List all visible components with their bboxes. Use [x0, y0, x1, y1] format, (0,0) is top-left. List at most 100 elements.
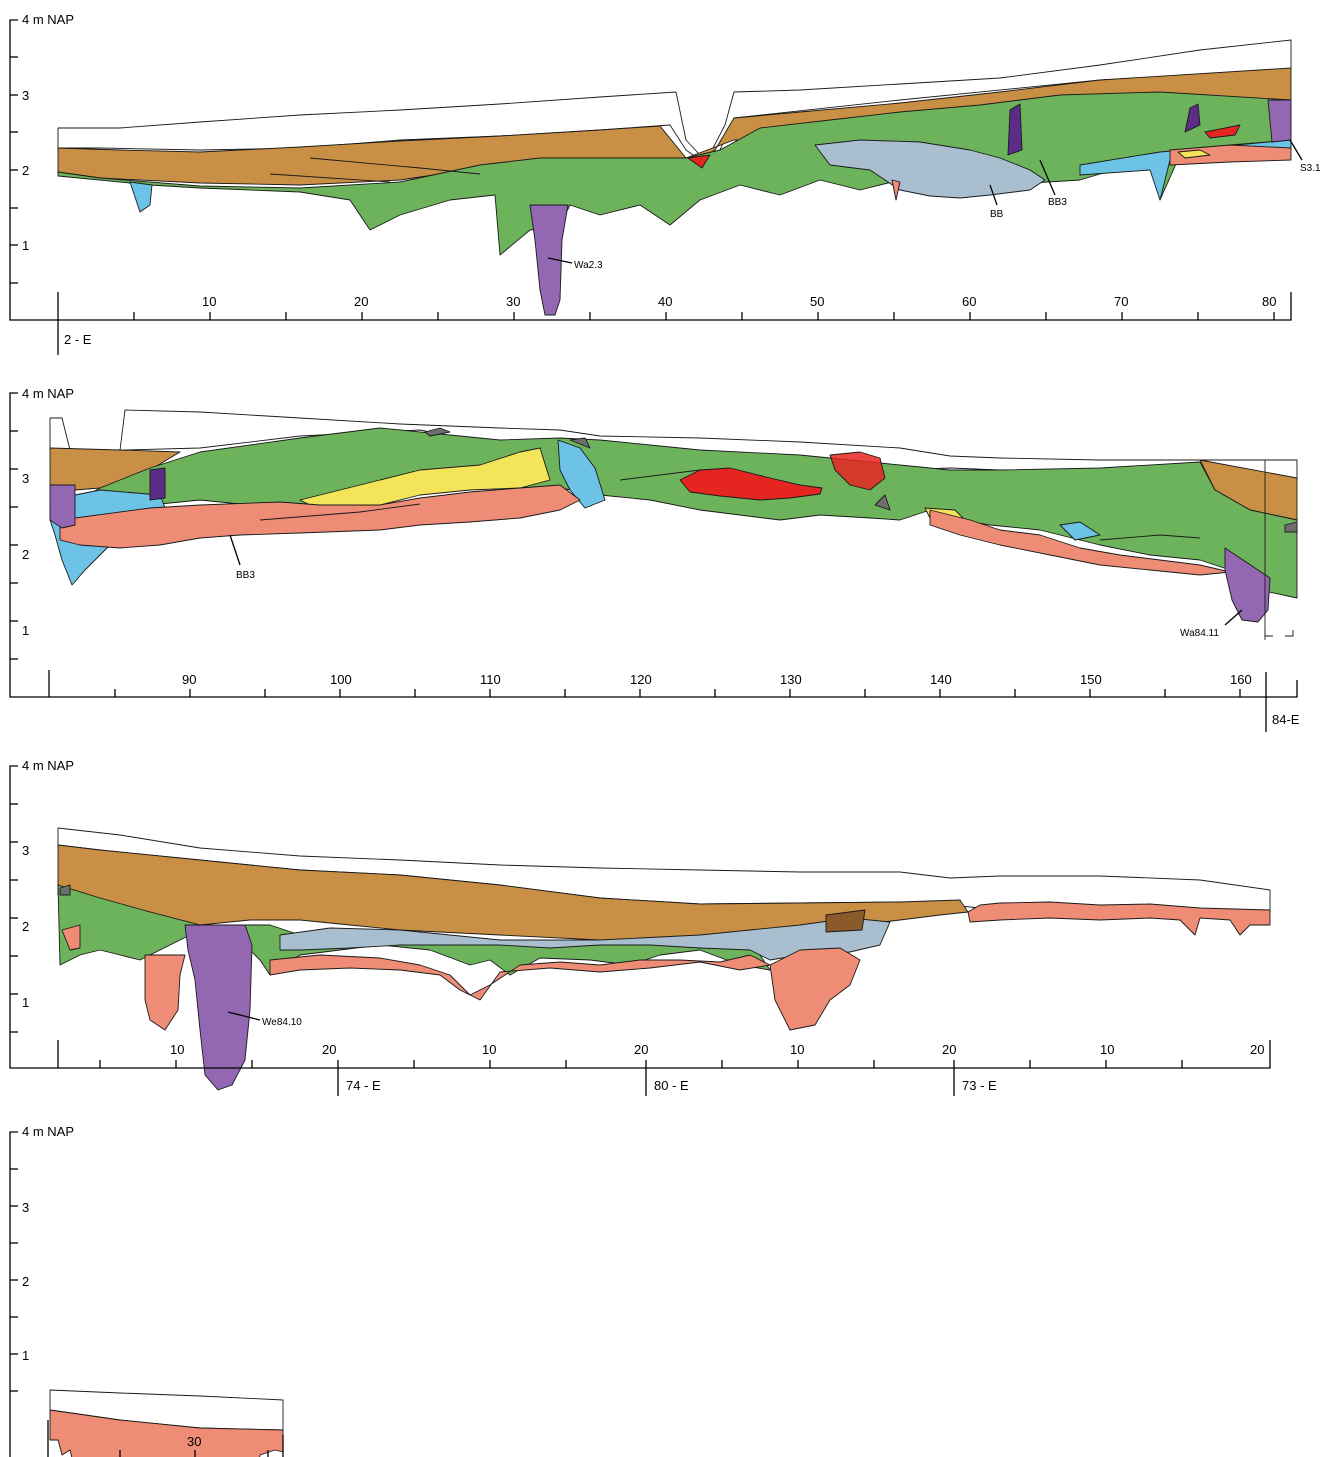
salmon-surface-right: [967, 901, 1271, 936]
panel-3-y-label: 3: [22, 843, 29, 858]
red-hatched-layer-2: [829, 451, 886, 491]
internal-line-1: [269, 173, 391, 183]
panel-2-y-label: 1: [22, 623, 29, 638]
annotation-label: BB: [990, 209, 1004, 220]
panel-2-x-label: 140: [930, 672, 952, 687]
annotation-label: Wa2.3: [574, 260, 603, 271]
panel-2-section-label: 84-E: [1272, 712, 1300, 727]
panel-4-y-label: 1: [22, 1348, 29, 1363]
annotation-label: Wa84.11: [1180, 628, 1219, 639]
leader-line: [227, 1011, 261, 1021]
panel-2-x-label: 90: [182, 672, 196, 687]
panel-2-y-axis: [9, 392, 1298, 698]
profile-bracket: [1264, 630, 1294, 637]
panel-4-x-ticks: [47, 1420, 284, 1457]
blue-lens-right: [1059, 521, 1101, 541]
panel-1-x-label: 40: [658, 294, 672, 309]
purple-feature-we8410: [184, 924, 253, 1091]
dark-purple-lens-1: [1007, 103, 1023, 156]
panel-3-x-label: 10: [790, 1042, 804, 1057]
panel-3-x-label: 20: [322, 1042, 336, 1057]
leader-line: [989, 184, 998, 206]
purple-feature-wa23: [529, 204, 569, 316]
panel-3-x-label: 20: [634, 1042, 648, 1057]
panel-1-x-label: 30: [506, 294, 520, 309]
panel-3-x-label: 10: [170, 1042, 184, 1057]
panel-4-y-ticks: [10, 1168, 18, 1392]
panel-1-y-ticks: [10, 56, 18, 284]
topsoil-white: [49, 409, 1298, 481]
panel-2-unit-label: 4 m NAP: [22, 386, 74, 401]
panel-1-y-label: 1: [22, 238, 29, 253]
panel-1-y-axis: [9, 19, 1292, 321]
panel-3-x-label: 20: [1250, 1042, 1264, 1057]
red-hatched-layer: [679, 467, 823, 501]
dark-purple-lens: [149, 467, 166, 501]
panel-3-x-label: 20: [942, 1042, 956, 1057]
dark-purple-lens-2: [1184, 103, 1201, 133]
panel-2-x-label: 160: [1230, 672, 1252, 687]
annotation-label: BB3: [236, 570, 255, 581]
panel-3-section-label: 74 - E: [346, 1078, 381, 1093]
internal-line-3: [1099, 534, 1201, 541]
panel-3-section-label: 73 - E: [962, 1078, 997, 1093]
panel-1-x-label: 70: [1114, 294, 1128, 309]
panel-3-y-axis: [9, 765, 1271, 1069]
panel-1-x-label: 10: [202, 294, 216, 309]
leader-line: [547, 257, 573, 264]
dark-grey-lens-1: [424, 427, 451, 437]
panel-1: 4 m NAP 3 2 1 10 20 30 40 50 60 70 80 2 …: [9, 12, 1321, 355]
panel-3-unit-label: 4 m NAP: [22, 758, 74, 773]
purple-feature-wa8411: [1224, 547, 1271, 623]
panel-1-x-label: 50: [810, 294, 824, 309]
yellow-lens: [1177, 149, 1211, 159]
panel-2-x-label: 150: [1080, 672, 1102, 687]
panel-1-x-label: 80: [1262, 294, 1276, 309]
annotation-label: BB3: [1048, 197, 1067, 208]
salmon-pocket-2: [269, 947, 861, 1031]
grey-blue-layer: [814, 139, 1046, 199]
panel-3-x-label: 10: [1100, 1042, 1114, 1057]
blue-lens-center: [557, 439, 606, 509]
panel-3-section-label: 80 - E: [654, 1078, 689, 1093]
panel-1-unit-label: 4 m NAP: [22, 12, 74, 27]
blue-pocket-left: [129, 181, 153, 213]
dark-grey-lens-2: [569, 437, 591, 449]
dark-grey-lens-4: [1284, 521, 1298, 533]
panel-4-y-axis: [9, 1131, 18, 1457]
panel-2-y-label: 3: [22, 471, 29, 486]
panel-4-y-label: 2: [22, 1274, 29, 1289]
panel-4-unit-label: 4 m NAP: [22, 1124, 74, 1139]
panel-2-y-ticks: [10, 430, 18, 660]
panel-4-x-label: 30: [187, 1434, 201, 1449]
panel-4: 4 m NAP 3 2 1 30: [9, 1124, 284, 1457]
panel-1-section-label: 2 - E: [64, 332, 92, 347]
purple-feature-right: [1267, 99, 1292, 143]
annotation-label: S3.1: [1300, 163, 1321, 174]
purple-feature-left: [49, 484, 76, 529]
dark-grey-lens-3: [874, 494, 891, 511]
panel-2: 4 m NAP 3 2 1 90 100 110 120 130 140 150…: [9, 386, 1300, 732]
panel-2-x-label: 100: [330, 672, 352, 687]
panel-2-x-ticks: [48, 670, 1267, 732]
panel-2-y-label: 2: [22, 547, 29, 562]
leader-line: [229, 534, 241, 566]
panel-3-x-label: 10: [482, 1042, 496, 1057]
salmon-layer: [61, 924, 81, 951]
salmon-layer: [59, 484, 581, 549]
panel-3-y-label: 1: [22, 995, 29, 1010]
leader-line: [1224, 609, 1243, 626]
panel-4-y-label: 3: [22, 1200, 29, 1215]
salmon-pocket-1: [144, 954, 186, 1031]
dark-brown-lens: [825, 909, 866, 933]
panel-2-x-label: 110: [480, 672, 501, 687]
panel-3-y-label: 2: [22, 919, 29, 934]
salmon-pocket: [891, 179, 901, 201]
salmon-layer: [49, 1409, 284, 1457]
panel-2-x-label: 130: [780, 672, 802, 687]
red-lens-2: [1204, 124, 1241, 139]
internal-line-2: [259, 503, 421, 521]
panel-3-y-ticks: [10, 803, 18, 1033]
internal-line-2: [309, 157, 481, 175]
